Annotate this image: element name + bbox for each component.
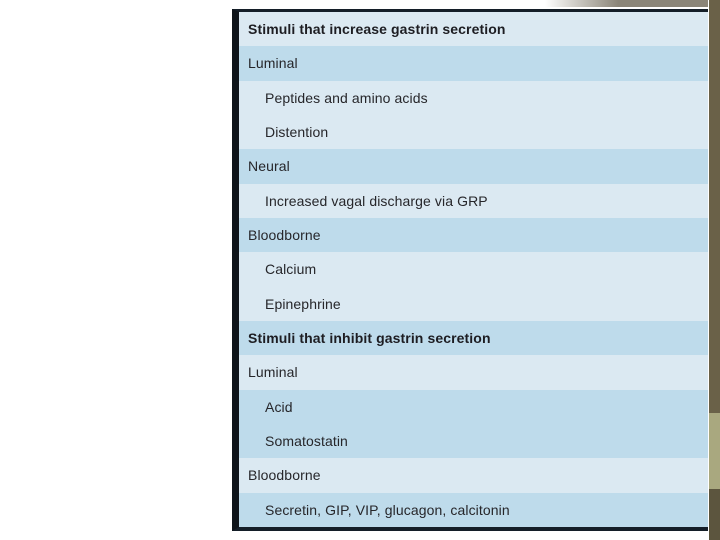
row-item-acid: Acid <box>239 389 708 424</box>
table-body: Stimuli that increase gastrin secretion … <box>239 12 708 527</box>
item-text: Peptides and amino acids <box>265 89 428 106</box>
page-top-shadow <box>545 0 708 7</box>
row-category-bloodborne-increase: Bloodborne <box>239 217 708 253</box>
item-text: Distention <box>265 124 329 141</box>
row-item-somatostatin: Somatostatin <box>239 423 708 459</box>
item-text: Secretin, GIP, VIP, glucagon, calcitonin <box>265 501 510 518</box>
row-header-stimuli-increase: Stimuli that increase gastrin secretion <box>239 12 708 47</box>
page-edge-middle <box>709 413 720 489</box>
page-edge-top <box>709 0 720 413</box>
page-edge <box>709 0 720 540</box>
category-text: Neural <box>248 158 290 175</box>
row-category-luminal-increase: Luminal <box>239 46 708 81</box>
category-text: Luminal <box>248 55 298 72</box>
category-text: Luminal <box>248 364 298 381</box>
gastrin-stimuli-table: Stimuli that increase gastrin secretion … <box>232 9 708 531</box>
item-text: Somatostatin <box>265 433 348 450</box>
section-header-text: Stimuli that inhibit gastrin secretion <box>248 330 491 347</box>
row-category-neural: Neural <box>239 149 708 184</box>
section-header-text: Stimuli that increase gastrin secretion <box>248 21 506 38</box>
page-edge-bottom <box>709 489 720 540</box>
row-item-peptides-amino-acids: Peptides and amino acids <box>239 80 708 115</box>
row-item-secretin-gip-vip: Secretin, GIP, VIP, glucagon, calcitonin <box>239 492 708 527</box>
row-item-vagal-discharge-grp: Increased vagal discharge via GRP <box>239 183 708 218</box>
row-category-luminal-inhibit: Luminal <box>239 355 708 390</box>
item-text: Increased vagal discharge via GRP <box>265 192 488 209</box>
item-text: Epinephrine <box>265 295 341 312</box>
category-text: Bloodborne <box>248 467 321 484</box>
item-text: Calcium <box>265 261 317 278</box>
category-text: Bloodborne <box>248 227 321 244</box>
row-item-distention: Distention <box>239 114 708 150</box>
row-item-epinephrine: Epinephrine <box>239 286 708 321</box>
item-text: Acid <box>265 398 293 415</box>
row-header-stimuli-inhibit: Stimuli that inhibit gastrin secretion <box>239 320 708 356</box>
row-category-bloodborne-inhibit: Bloodborne <box>239 458 708 493</box>
row-item-calcium: Calcium <box>239 252 708 287</box>
